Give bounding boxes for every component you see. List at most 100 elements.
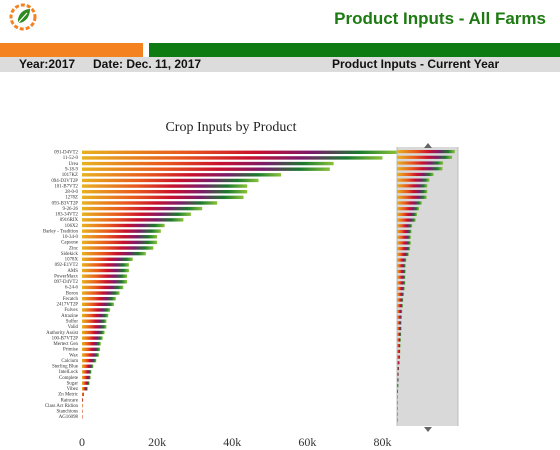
overview-bar: [397, 269, 406, 274]
section-label: Product Inputs - Current Year: [332, 57, 500, 71]
bar[interactable]: [82, 235, 158, 239]
bar[interactable]: [82, 206, 203, 211]
bar[interactable]: [82, 308, 111, 312]
overview-bar: [397, 361, 400, 365]
overview-down-arrow-icon[interactable]: [424, 427, 432, 432]
bar[interactable]: [82, 257, 133, 261]
bar[interactable]: [82, 415, 83, 419]
bar[interactable]: [82, 347, 101, 352]
category-label: 091-D4VT2: [54, 151, 78, 156]
bar[interactable]: [82, 398, 84, 402]
bar[interactable]: [82, 201, 218, 205]
overview-bar: [397, 201, 422, 205]
category-label: Class Act Ridion: [45, 404, 79, 409]
category-label: Fecatch: [63, 297, 79, 302]
overview-bar: [397, 275, 406, 279]
bar[interactable]: [82, 336, 103, 340]
bar[interactable]: [82, 364, 94, 368]
bar[interactable]: [82, 342, 101, 346]
overview-bar: [397, 326, 402, 331]
overview-up-arrow-icon[interactable]: [424, 143, 432, 148]
bar[interactable]: [82, 330, 105, 335]
category-label: 093-B3VT2P: [52, 201, 79, 206]
category-label: 100-B7VT2P: [52, 336, 79, 341]
overview-bar: [397, 418, 398, 422]
bar[interactable]: [82, 212, 191, 216]
bar[interactable]: [82, 403, 83, 408]
bar[interactable]: [82, 375, 91, 380]
bar[interactable]: [82, 392, 84, 397]
overview-bar: [397, 247, 411, 251]
bar[interactable]: [82, 173, 282, 177]
bar[interactable]: [82, 358, 97, 363]
bar[interactable]: [82, 370, 92, 374]
category-label: Fulvex: [64, 308, 78, 313]
bar[interactable]: [82, 167, 330, 171]
bar[interactable]: [82, 280, 128, 284]
bar[interactable]: [82, 268, 129, 273]
bar[interactable]: [82, 195, 244, 200]
overview-bar: [397, 229, 412, 234]
bar[interactable]: [82, 156, 383, 160]
leaf-gear-logo-icon: [9, 3, 37, 31]
overview-bar: [397, 372, 399, 376]
bar[interactable]: [82, 291, 120, 295]
overview-bar: [397, 224, 413, 228]
bar[interactable]: [82, 178, 259, 183]
bar[interactable]: [82, 325, 107, 329]
bar[interactable]: [82, 251, 146, 256]
bar[interactable]: [82, 184, 248, 188]
bar[interactable]: [82, 229, 161, 233]
bar[interactable]: [82, 274, 128, 278]
category-label: Boron: [66, 291, 79, 296]
category-label: AMS: [67, 269, 78, 274]
bar[interactable]: [82, 240, 158, 245]
date-label: Date: Dec. 11, 2017: [93, 57, 202, 71]
overview-scroll-track[interactable]: [397, 147, 458, 426]
overview-bar: [397, 395, 398, 399]
bar[interactable]: [82, 263, 129, 267]
x-tick-label: 60k: [298, 435, 316, 449]
category-label: 1017KZ: [62, 173, 78, 178]
x-tick-label: 20k: [148, 435, 166, 449]
overview-bar: [397, 241, 411, 245]
bar[interactable]: [82, 218, 184, 222]
category-label: IntelLock: [59, 370, 79, 375]
overview-bar: [397, 178, 430, 182]
bar[interactable]: [82, 190, 248, 194]
category-label: 9-26-26: [63, 207, 79, 212]
bar[interactable]: [82, 319, 107, 323]
overview-bar: [397, 207, 420, 211]
overview-bar: [397, 401, 398, 405]
bar[interactable]: [82, 302, 114, 307]
bar[interactable]: [82, 313, 109, 318]
overview-bar: [397, 315, 402, 319]
bar[interactable]: [82, 246, 154, 250]
category-label: 183-34VT2: [55, 213, 78, 218]
overview-bar: [397, 349, 401, 353]
bar[interactable]: [82, 150, 398, 154]
category-label: Zinc: [69, 246, 79, 251]
overview-bar: [397, 258, 407, 262]
info-bar: Year:2017 Date: Dec. 11, 2017 Product In…: [0, 57, 560, 72]
category-label: Sugar: [67, 381, 79, 386]
overview-bar: [397, 355, 401, 359]
bar[interactable]: [82, 387, 88, 391]
bar[interactable]: [82, 353, 99, 357]
overview-bar: [397, 309, 403, 314]
bar[interactable]: [82, 296, 116, 301]
bar[interactable]: [82, 161, 334, 166]
overview-bar: [397, 218, 416, 222]
category-label: 094-D3VT2P: [51, 179, 78, 184]
bar[interactable]: [82, 381, 90, 385]
bar[interactable]: [82, 285, 124, 290]
category-label: Wax: [69, 353, 78, 358]
accent-bar-orange: [0, 43, 143, 57]
category-label: 0916RIX: [60, 218, 79, 223]
category-label: 092-E1VT2: [55, 263, 79, 268]
overview-bar: [397, 167, 443, 171]
overview-bar: [397, 172, 434, 177]
bar[interactable]: [82, 409, 83, 413]
category-label: 11-52-0: [63, 156, 79, 161]
bar[interactable]: [82, 223, 165, 228]
